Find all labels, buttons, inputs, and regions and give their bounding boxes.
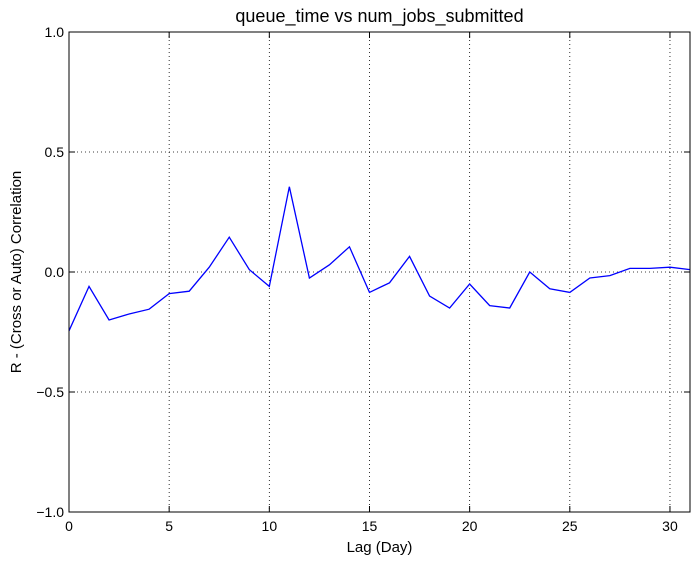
tick-marks (68, 31, 690, 513)
x-tick-labels: 0 5 10 15 20 25 30 (65, 518, 678, 534)
y-tick-labels: −1.0 −0.5 0.0 0.5 1.0 (36, 24, 64, 520)
y-tick-label: −0.5 (36, 384, 64, 400)
plot-area-frame (68, 31, 691, 513)
x-tick-label: 25 (562, 518, 578, 534)
y-tick-label: −1.0 (36, 504, 64, 520)
y-axis-label: R - (Cross or Auto) Correlation (8, 171, 25, 374)
y-tick-label: 1.0 (45, 24, 65, 40)
chart-title: queue_time vs num_jobs_submitted (235, 6, 523, 27)
x-tick-label: 5 (165, 518, 173, 534)
y-tick-label: 0.5 (45, 144, 65, 160)
y-tick-label: 0.0 (45, 264, 65, 280)
x-tick-label: 15 (362, 518, 378, 534)
grid-lines (68, 31, 690, 513)
x-axis-label: Lag (Day) (347, 539, 413, 556)
series-layer (68, 186, 691, 332)
x-tick-label: 0 (65, 518, 73, 534)
x-tick-label: 20 (462, 518, 478, 534)
series-line-0 (68, 186, 691, 332)
x-tick-label: 10 (262, 518, 278, 534)
x-tick-label: 30 (662, 518, 678, 534)
